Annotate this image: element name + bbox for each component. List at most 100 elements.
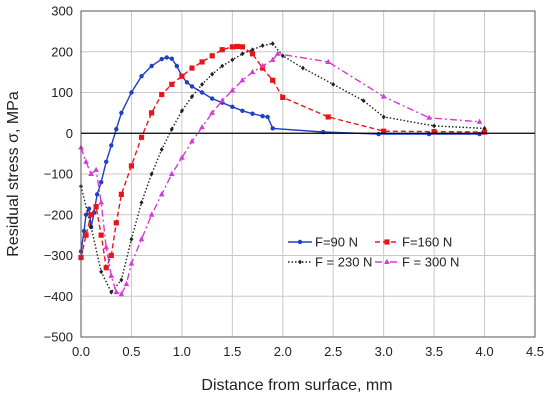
axes: 0.0 0.5 1.0 1.5 2.0 2.5 3.0 3.5 4.0 4.5 300 200 100 0… [44, 4, 544, 360]
data-point [138, 236, 145, 242]
data-point [199, 123, 205, 130]
data-point [123, 280, 130, 287]
legend-item: F = 300 N [375, 255, 459, 270]
data-point [98, 179, 104, 185]
legend-label: F = 230 N [315, 255, 372, 270]
data-point [249, 68, 256, 75]
data-point [118, 291, 125, 297]
data-point [158, 191, 165, 197]
data-point [114, 126, 119, 132]
data-point [179, 154, 185, 160]
data-point [260, 65, 266, 71]
data-point [89, 224, 94, 230]
legend-label: F=160 N [402, 235, 452, 250]
data-point [138, 134, 145, 140]
data-point [297, 239, 303, 245]
data-point [93, 204, 99, 210]
data-point [103, 265, 109, 271]
series-1 [78, 55, 482, 254]
x-tick-label: 2.0 [274, 344, 292, 359]
data-point [179, 73, 185, 79]
data-point [384, 258, 390, 264]
data-point [384, 239, 390, 245]
data-point [149, 171, 154, 177]
legend-label: F=90 N [315, 235, 358, 250]
x-tick-label: 1.0 [173, 344, 191, 359]
data-point [325, 114, 331, 120]
data-point [270, 126, 275, 131]
data-point [240, 51, 245, 57]
data-point [93, 166, 99, 172]
data-point [139, 74, 144, 79]
y-tick-label: 200 [51, 44, 73, 59]
data-point [298, 259, 302, 265]
data-point [109, 143, 114, 148]
data-point [431, 129, 437, 135]
data-point [331, 81, 336, 87]
data-point [119, 277, 124, 283]
data-point [209, 96, 215, 101]
x-tick-label: 3.0 [375, 344, 393, 359]
data-point [230, 57, 235, 63]
data-point [219, 47, 225, 53]
x-tick-label: 3.5 [425, 344, 443, 359]
grid [81, 11, 535, 337]
data-point [129, 90, 134, 95]
data-point [119, 110, 124, 116]
y-tick-label: −500 [44, 330, 73, 345]
data-point [86, 206, 92, 211]
data-point [103, 244, 110, 250]
data-point [376, 131, 381, 137]
x-tick-label: 4.5 [526, 344, 544, 359]
data-point [432, 123, 437, 129]
data-point [239, 77, 246, 83]
data-point [98, 199, 104, 205]
data-point [189, 65, 195, 71]
data-point [361, 98, 366, 104]
series-4 [78, 50, 483, 297]
data-point [230, 104, 235, 109]
data-point [159, 147, 164, 152]
y-tick-label: 300 [51, 4, 73, 19]
legend: F=90 N F=160 N F = 230 N F = 300 N [288, 235, 459, 270]
data-point [265, 114, 270, 120]
legend-item: F = 230 N [288, 255, 372, 270]
data-point [300, 65, 305, 71]
data-point [199, 59, 205, 65]
data-point [98, 232, 104, 238]
data-point [129, 236, 134, 242]
data-point [280, 94, 286, 100]
data-point [210, 71, 215, 77]
data-point [104, 159, 109, 164]
data-point [128, 260, 135, 266]
data-point [200, 81, 205, 87]
data-point [209, 53, 215, 59]
data-point [229, 44, 235, 50]
data-point [113, 220, 119, 226]
data-point [118, 191, 124, 197]
x-tick-label: 0.5 [122, 344, 140, 359]
x-tick-label: 2.5 [324, 344, 342, 359]
y-tick-label: 0 [66, 126, 73, 141]
data-point [81, 228, 87, 234]
data-point [234, 43, 240, 50]
data-point [260, 113, 265, 119]
data-point [274, 50, 281, 56]
series-3 [79, 41, 487, 295]
legend-item: F=90 N [288, 235, 358, 250]
data-point [164, 55, 169, 60]
data-point [169, 126, 174, 132]
data-series [78, 41, 488, 297]
y-axis-label: Residual stress σ, MPa [5, 91, 22, 257]
data-point [189, 138, 195, 144]
data-point [169, 56, 174, 61]
data-point [269, 56, 276, 62]
y-tick-label: 100 [51, 85, 73, 100]
data-point [169, 81, 175, 87]
legend-label: F = 300 N [402, 255, 459, 270]
data-point [159, 91, 165, 98]
data-point [380, 93, 387, 99]
data-point [426, 131, 432, 137]
legend-item: F=160 N [375, 235, 452, 250]
